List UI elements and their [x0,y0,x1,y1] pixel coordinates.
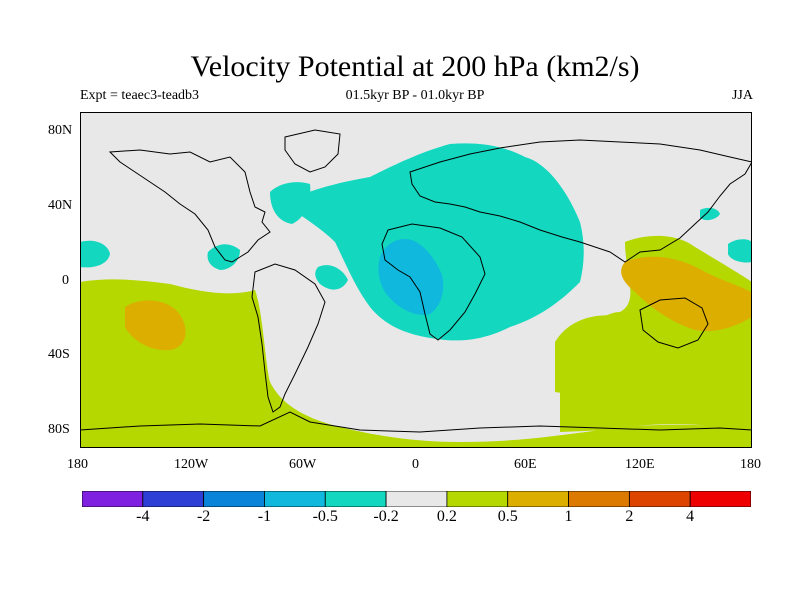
season-label: JJA [731,88,753,103]
colorbar-segment [689,491,751,507]
negative-weak-region-central-pacific [80,240,110,268]
colorbar-segment [385,491,448,507]
negative-weak-region-nw-pacific [700,207,720,221]
lat-label-40n: 40N [48,198,73,213]
colorbar-tick-label: 0.2 [436,508,457,525]
lon-label-60e: 60E [514,457,537,472]
lon-label-0: 0 [412,457,419,472]
colorbar-segment [264,491,326,507]
eurasia-coast [409,139,752,263]
colorbar-segment [203,491,265,507]
colorbar-segment [568,491,630,507]
positive-weak-region-pacific [80,279,752,448]
colorbar-segment [142,491,205,507]
negative-weak-region-caribbean [315,265,348,290]
colorbar-tick-label: -1 [257,508,272,525]
colorbar-tick-label: 0.5 [497,508,518,525]
south-america-coast [251,263,326,413]
colorbar-tick-label: -2 [196,508,211,525]
experiment-label: Expt = teaec3-teadb3 [80,88,200,103]
africa-coast [381,223,486,341]
antarctica-coast [80,411,752,433]
lat-label-80s: 80S [48,422,70,437]
lat-label-40s: 40S [48,347,70,362]
positive-moderate-region-maritime [621,256,752,332]
colorbar-segment [324,491,387,507]
lon-label-180e: 180 [740,457,761,472]
positive-weak-region-south-indian [555,315,642,394]
colorbar-segment [82,491,144,507]
lat-label-eq: 0 [62,273,69,288]
greenland-coast [284,129,341,173]
coastlines [80,129,752,433]
negative-weak-region-east-pacific [207,244,240,270]
colorbar-tick-label: -0.2 [373,508,399,525]
map-frame [80,112,752,448]
period-label: 01.5kyr BP - 01.0kyr BP [345,88,485,103]
north-america-coast [108,149,271,263]
colorbar-segment [507,491,569,507]
lon-label-120e: 120E [625,457,655,472]
colorbar [82,491,751,507]
australia-coast [639,297,709,349]
negative-moderate-region-tropical-atlantic [378,238,444,315]
map-title: Velocity Potential at 200 hPa (km2/s) [190,50,640,83]
lat-label-80n: 80N [48,123,73,138]
colorbar-tick-label: 1 [564,508,573,525]
negative-weak-region-atlantic-africa [285,143,584,341]
colorbar-tick-label: 2 [625,508,634,525]
positive-moderate-region-south-pacific [125,300,186,351]
colorbar-tick-label: -4 [136,508,150,525]
negative-weak-region-north-atlantic [270,182,311,224]
lon-label-120w: 120W [174,457,209,472]
colorbar-segment [628,491,691,507]
negative-weak-region-date-line [728,239,752,263]
lon-label-60w: 60W [289,457,317,472]
lon-label-180w: 180 [67,457,88,472]
colorbar-tick-label: 4 [686,508,695,525]
colorbar-segment [446,491,509,507]
velocity-potential-map [80,112,752,448]
colorbar-tick-label: -0.5 [312,508,338,525]
